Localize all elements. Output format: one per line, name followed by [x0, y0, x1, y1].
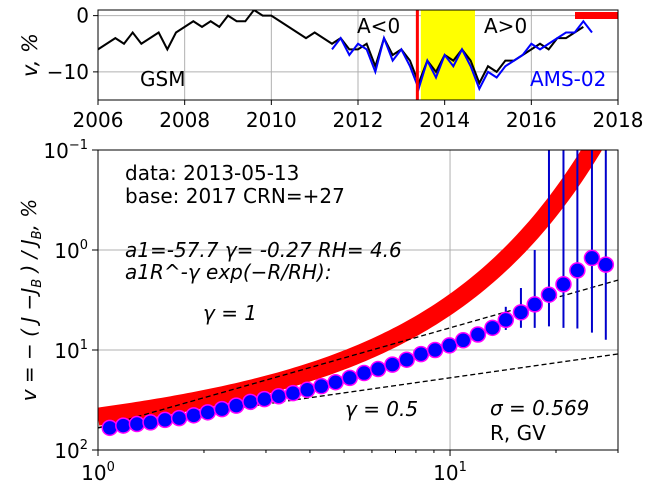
data-point [484, 319, 501, 337]
bottom-y-tick-label-0.1: 10−1 [43, 138, 88, 163]
data-point [355, 364, 373, 382]
bottom-x-ticks: 100 101 [81, 450, 619, 485]
data-point [156, 411, 174, 429]
bottom-y-axis-label: v = − ( J −JB ) / JB, % [17, 199, 45, 402]
gamma-1-label: γ = 1 [203, 301, 257, 325]
data-point [526, 296, 543, 313]
data-point [384, 356, 401, 373]
top-y-tick-label--10: −10 [47, 60, 89, 84]
top-x-tick-label-2008: 2008 [159, 108, 210, 132]
data-point [284, 384, 302, 402]
data-point [128, 415, 146, 433]
data-point [270, 387, 287, 405]
top-y-ticks: 0 −10 [47, 4, 98, 84]
top-panel: 2006 2008 2010 2012 2014 2016 2018 0 −10 v, % G… [18, 4, 643, 132]
positive-polarity-annotation: A>0 [484, 14, 527, 38]
data-point [185, 407, 202, 424]
top-x-tick-label-2006: 2006 [73, 108, 124, 132]
data-point [569, 262, 586, 279]
sigma-label: σ = 0.569 [490, 396, 589, 420]
data-point [540, 286, 558, 303]
bottom-y-tick-label-10: 101 [54, 338, 88, 363]
top-x-tick-label-2010: 2010 [246, 108, 297, 132]
top-x-tick-label-2016: 2016 [506, 108, 557, 132]
top-x-tick-label-2014: 2014 [419, 108, 470, 132]
bottom-axes-frame [97, 149, 619, 451]
data-point [242, 393, 259, 411]
data-point [597, 256, 615, 273]
data-point [298, 381, 316, 399]
gamma-0.5-label: γ = 0.5 [345, 397, 418, 421]
data-point [454, 332, 472, 349]
base-period-bar [575, 12, 618, 19]
data-point [583, 249, 601, 267]
data-point [213, 400, 231, 418]
data-point [469, 326, 487, 343]
data-point [497, 311, 515, 329]
data-point [341, 369, 359, 387]
gsm-annotation: GSM [140, 67, 185, 91]
data-point [412, 345, 430, 363]
bottom-y-tick-label-1: 100 [54, 238, 88, 263]
bottom-x-tick-label-1: 100 [81, 460, 115, 485]
data-point [369, 360, 387, 378]
data-point [142, 414, 159, 431]
ams02-annotation: AMS-02 [530, 67, 606, 91]
data-point [256, 390, 273, 408]
data-point [313, 377, 330, 395]
data-point [227, 397, 245, 414]
top-y-tick-label-0: 0 [76, 4, 89, 28]
data-point [426, 341, 444, 359]
data-points [101, 249, 615, 437]
top-y-axis-label: v, % [18, 33, 42, 77]
data-date-text: data: 2013-05-13 [125, 161, 299, 185]
data-point [441, 337, 458, 354]
data-point [398, 351, 415, 368]
bottom-x-tick-label-10: 101 [433, 460, 467, 485]
ams02-series-line [331, 19, 593, 92]
bottom-y-tick-label-100: 102 [54, 438, 88, 463]
bottom-x-axis-label: R, GV [490, 421, 546, 445]
fit-formula-text: a1R^-γ exp(−R/RH): [125, 260, 332, 284]
top-x-tick-label-2018: 2018 [593, 108, 644, 132]
top-x-tick-label-2012: 2012 [333, 108, 384, 132]
data-point [512, 304, 530, 321]
base-text: base: 2017 CRN=+27 [125, 184, 345, 208]
bottom-panel: 100 101 10−1 100 101 102 v = − ( J −JB ) / J… [17, 138, 619, 485]
fit-params-text: a1=-57.7 γ= -0.27 RH= 4.6 [125, 238, 402, 262]
data-point [170, 409, 188, 427]
data-point [327, 373, 344, 391]
negative-polarity-annotation: A<0 [357, 14, 400, 38]
data-point [115, 417, 132, 434]
top-x-ticks: 2006 2008 2010 2012 2014 2016 2018 [73, 100, 644, 132]
bottom-y-ticks: 10−1 100 101 102 [43, 138, 98, 463]
data-point [101, 419, 119, 437]
data-point [199, 404, 216, 421]
data-point [555, 275, 572, 293]
